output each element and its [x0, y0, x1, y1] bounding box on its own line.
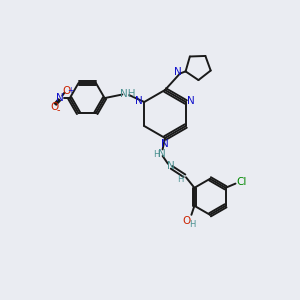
Text: N: N [158, 149, 166, 159]
Text: N: N [56, 93, 64, 103]
Text: N: N [135, 95, 143, 106]
Text: N: N [160, 139, 168, 149]
Text: NH: NH [120, 88, 136, 99]
Text: O: O [62, 86, 70, 97]
Text: O: O [50, 101, 58, 112]
Text: +: + [67, 86, 74, 95]
Text: Cl: Cl [236, 177, 246, 188]
Text: N: N [174, 67, 182, 77]
Text: O: O [182, 216, 190, 226]
Text: N: N [167, 161, 175, 171]
Text: H: H [189, 220, 196, 229]
Text: H: H [153, 150, 159, 159]
Text: H: H [177, 175, 183, 184]
Text: N: N [187, 95, 195, 106]
Text: -: - [57, 105, 60, 115]
